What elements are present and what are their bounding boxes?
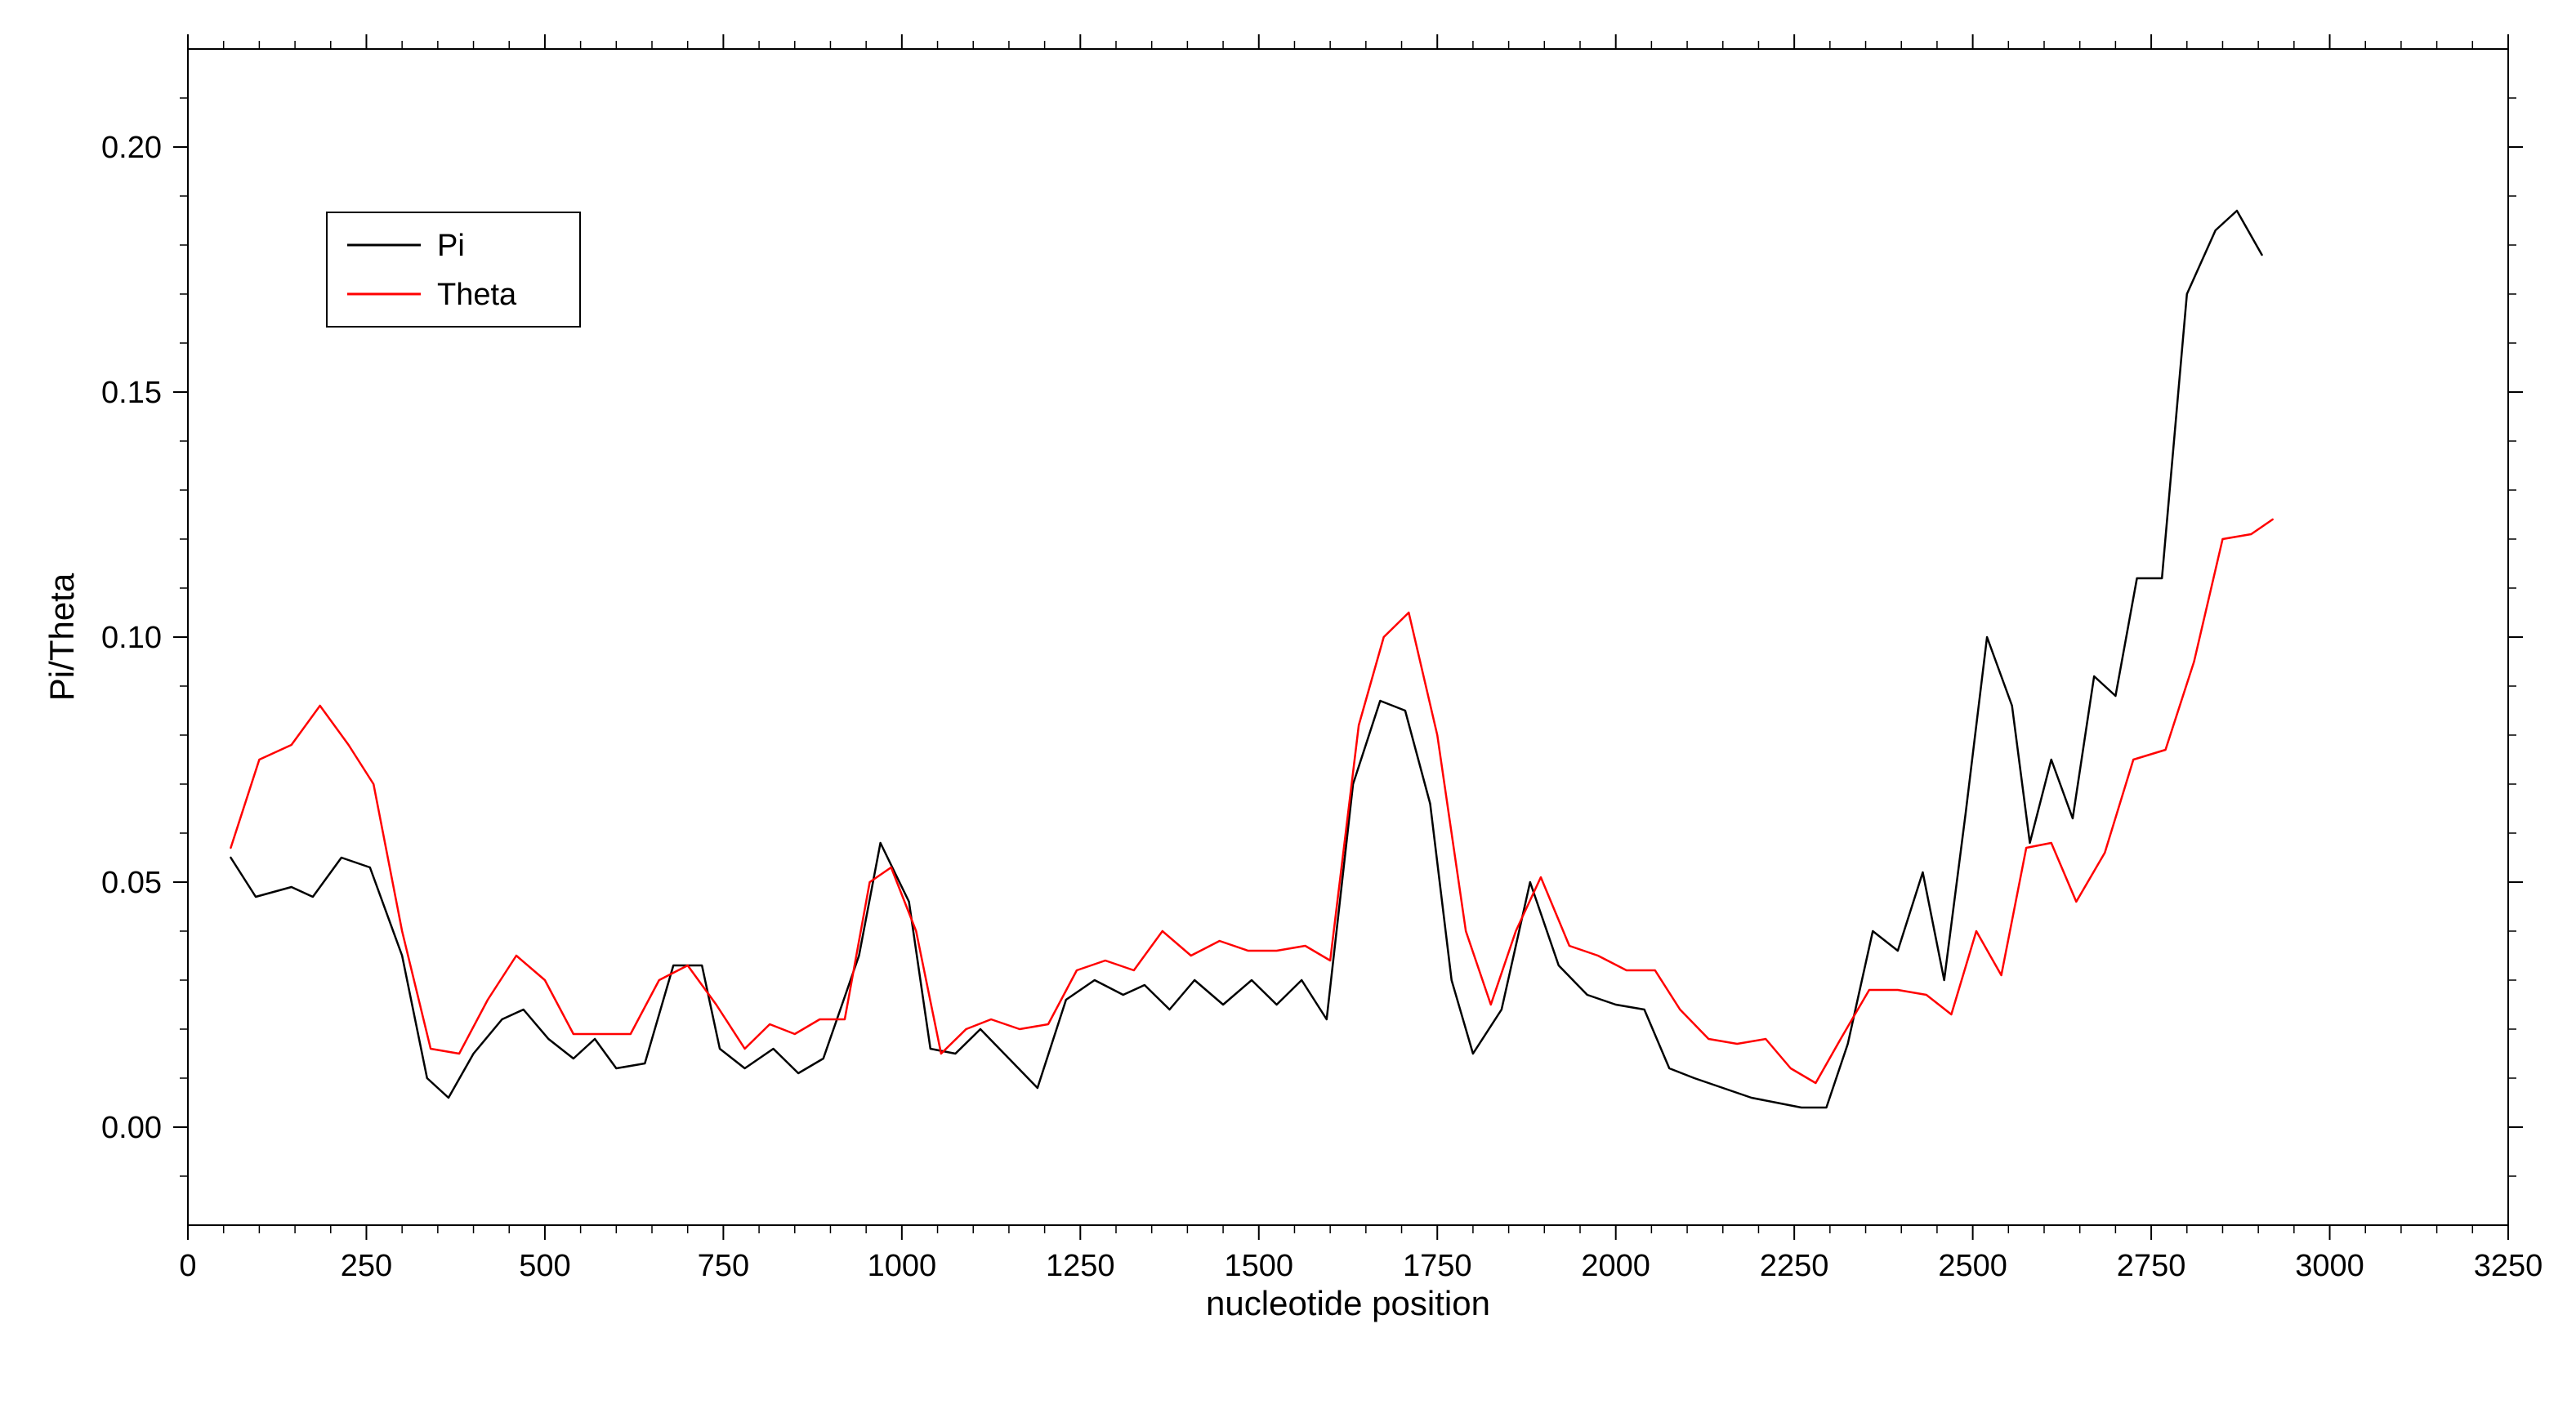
chart-container: 0 250 500 750 1000 1250 1500 1750 2000 2250 2500 27…: [0, 0, 2576, 1422]
x-tick-label: 750: [698, 1249, 749, 1283]
x-tick-label: 2000: [1581, 1249, 1650, 1283]
x-axis-label: nucleotide position: [1206, 1284, 1490, 1322]
x-tick-label: 0: [179, 1249, 196, 1283]
x-tick-label: 2250: [1760, 1249, 1829, 1283]
x-tick-label: 1250: [1046, 1249, 1115, 1283]
x-tick-label: 3000: [2295, 1249, 2364, 1283]
y-tick-label: 0.05: [101, 866, 162, 900]
y-tick-label: 0.00: [101, 1111, 162, 1145]
x-tick-label: 1000: [868, 1249, 937, 1283]
y-axis-label: Pi/Theta: [42, 573, 81, 701]
x-tick-label: 2750: [2117, 1249, 2186, 1283]
x-tick-label: 2500: [1938, 1249, 2007, 1283]
line-chart: 0 250 500 750 1000 1250 1500 1750 2000 2250 2500 27…: [0, 0, 2576, 1422]
x-tick-label: 250: [341, 1249, 392, 1283]
x-tick-label: 1500: [1224, 1249, 1293, 1283]
y-tick-label: 0.10: [101, 621, 162, 655]
y-tick-label: 0.20: [101, 131, 162, 165]
x-tick-label: 3250: [2474, 1249, 2543, 1283]
x-tick-label: 1750: [1403, 1249, 1472, 1283]
x-tick-label: 500: [519, 1249, 570, 1283]
y-tick-label: 0.15: [101, 376, 162, 410]
legend-label: Theta: [437, 278, 517, 312]
legend-label: Pi: [437, 229, 465, 263]
